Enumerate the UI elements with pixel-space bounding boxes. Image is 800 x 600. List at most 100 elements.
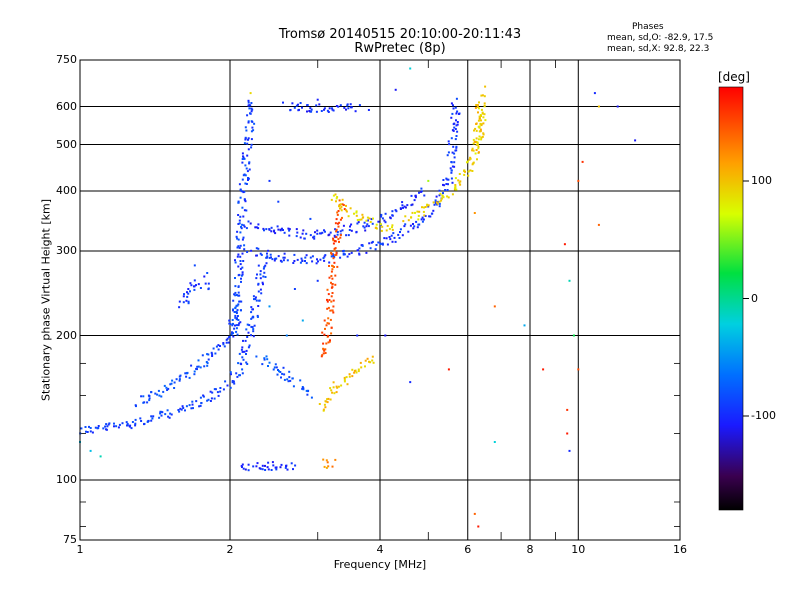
data-point bbox=[241, 206, 244, 209]
data-point bbox=[231, 331, 234, 334]
data-point bbox=[322, 347, 325, 350]
data-point bbox=[472, 149, 475, 152]
data-point bbox=[250, 146, 253, 149]
data-point bbox=[245, 349, 248, 352]
data-point bbox=[217, 344, 220, 347]
data-point bbox=[189, 282, 192, 285]
data-point bbox=[391, 240, 394, 243]
data-point bbox=[246, 170, 249, 173]
data-point bbox=[193, 288, 196, 291]
data-point bbox=[242, 236, 245, 239]
data-point bbox=[246, 154, 249, 157]
data-point bbox=[273, 259, 276, 262]
data-point bbox=[327, 234, 330, 237]
data-point bbox=[388, 227, 391, 230]
data-point bbox=[236, 255, 239, 258]
data-point bbox=[270, 469, 273, 471]
data-point bbox=[232, 380, 235, 383]
data-point bbox=[323, 255, 326, 258]
data-point bbox=[410, 204, 413, 207]
data-point bbox=[421, 220, 424, 223]
data-point bbox=[478, 135, 481, 138]
data-point bbox=[130, 427, 133, 430]
data-point bbox=[347, 234, 350, 237]
data-point bbox=[186, 295, 189, 298]
data-point bbox=[247, 463, 250, 466]
data-point bbox=[192, 407, 194, 410]
data-point bbox=[231, 380, 234, 382]
data-point bbox=[182, 407, 185, 409]
data-point bbox=[480, 124, 483, 127]
data-point bbox=[316, 258, 318, 261]
data-point bbox=[319, 232, 321, 235]
data-point bbox=[252, 465, 255, 468]
data-point bbox=[274, 257, 277, 260]
data-point bbox=[455, 145, 458, 148]
data-point bbox=[326, 288, 329, 291]
data-point bbox=[234, 291, 237, 294]
data-point bbox=[429, 215, 432, 218]
data-point bbox=[350, 251, 353, 254]
data-point bbox=[197, 283, 200, 286]
data-point bbox=[335, 200, 337, 203]
data-point bbox=[340, 384, 343, 387]
data-point bbox=[416, 210, 419, 213]
data-point bbox=[212, 347, 215, 350]
data-point bbox=[341, 203, 344, 206]
data-point bbox=[84, 426, 87, 428]
data-point bbox=[309, 234, 312, 237]
data-point bbox=[311, 260, 314, 263]
data-point bbox=[305, 389, 308, 392]
data-point bbox=[348, 229, 351, 231]
data-point bbox=[338, 221, 341, 224]
data-point bbox=[235, 324, 238, 327]
data-point bbox=[270, 226, 273, 229]
data-point bbox=[250, 143, 253, 146]
data-point bbox=[191, 403, 194, 406]
data-point bbox=[244, 126, 247, 129]
data-point bbox=[364, 359, 367, 362]
data-point bbox=[280, 463, 283, 466]
data-point bbox=[226, 384, 229, 387]
data-point bbox=[454, 184, 457, 186]
data-point bbox=[438, 194, 441, 197]
data-point bbox=[266, 466, 269, 469]
data-point bbox=[332, 257, 335, 260]
data-point bbox=[463, 173, 466, 176]
data-point bbox=[477, 525, 480, 528]
data-point bbox=[257, 290, 260, 293]
y-tick-label: 300 bbox=[56, 244, 77, 257]
data-point bbox=[301, 386, 304, 388]
data-point bbox=[480, 119, 482, 122]
data-point bbox=[335, 197, 338, 200]
data-point bbox=[193, 370, 196, 373]
data-point bbox=[272, 464, 275, 467]
data-point bbox=[323, 333, 326, 336]
data-point bbox=[238, 352, 241, 355]
data-point bbox=[324, 348, 327, 351]
data-point bbox=[178, 306, 181, 309]
data-point bbox=[243, 209, 246, 212]
data-point bbox=[199, 396, 202, 399]
data-point bbox=[476, 143, 479, 146]
data-point bbox=[263, 265, 266, 268]
data-point bbox=[134, 424, 137, 427]
data-point bbox=[409, 67, 412, 70]
data-point bbox=[481, 94, 484, 97]
data-point bbox=[186, 372, 188, 375]
data-point bbox=[303, 237, 306, 240]
data-point bbox=[277, 369, 279, 371]
colorbar-tick-label: 0 bbox=[751, 291, 758, 305]
data-point bbox=[332, 305, 335, 308]
data-point bbox=[379, 223, 382, 226]
data-point bbox=[357, 370, 360, 373]
data-point bbox=[336, 231, 339, 233]
data-point bbox=[250, 325, 253, 328]
data-point bbox=[422, 210, 425, 213]
data-point bbox=[247, 346, 250, 349]
data-point bbox=[185, 299, 188, 302]
data-point bbox=[336, 213, 339, 216]
chart-title: Tromsø 20140515 20:10:00-20:11:43 bbox=[278, 27, 522, 42]
data-point bbox=[106, 425, 109, 428]
data-point bbox=[238, 219, 241, 222]
